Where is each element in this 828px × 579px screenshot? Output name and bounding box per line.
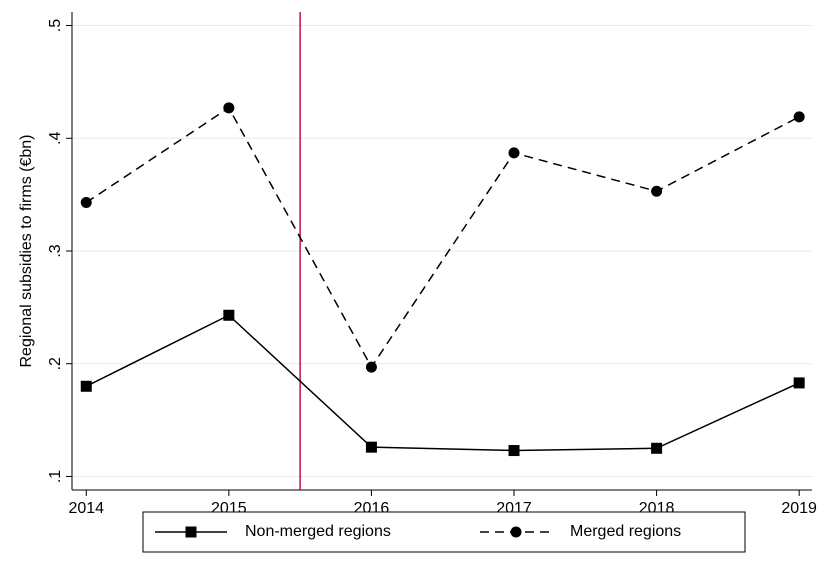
series-line: [85, 106, 800, 369]
x-tick-label: 2014: [68, 500, 104, 517]
marker: [508, 445, 520, 457]
marker: [793, 377, 805, 389]
series-line: [85, 314, 800, 452]
marker: [223, 309, 235, 321]
marker: [651, 442, 663, 454]
marker: [651, 185, 663, 197]
marker: [223, 102, 235, 114]
x-tick-label: 2019: [781, 500, 817, 517]
marker: [80, 380, 92, 392]
marker: [510, 526, 522, 538]
y-tick-label: .3: [47, 244, 64, 257]
legend-box: [142, 511, 746, 553]
y-tick-label: .4: [47, 131, 64, 144]
legend-label: Merged regions: [570, 523, 681, 540]
legend-label: Non-merged regions: [245, 523, 391, 540]
marker: [80, 197, 92, 209]
marker: [793, 111, 805, 123]
marker: [508, 147, 520, 159]
y-axis-title: Regional subsidies to firms (€bn): [18, 135, 35, 368]
y-tick-label: .5: [47, 19, 64, 32]
marker: [365, 361, 377, 373]
marker: [365, 441, 377, 453]
y-tick-label: .1: [47, 470, 64, 483]
y-tick-label: .2: [47, 357, 64, 370]
marker: [185, 526, 197, 538]
